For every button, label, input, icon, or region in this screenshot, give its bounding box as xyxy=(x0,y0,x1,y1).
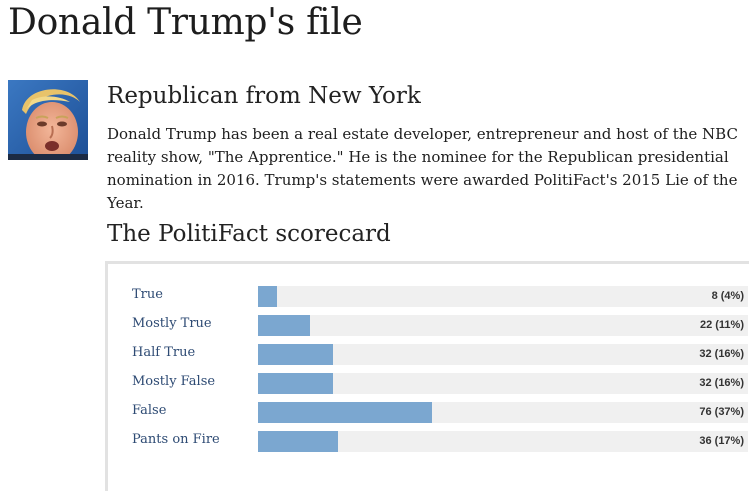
scorecard-title: The PolitiFact scorecard xyxy=(107,221,391,247)
rating-link-pants-on-fire[interactable]: Pants on Fire xyxy=(132,432,220,447)
bio-text: Donald Trump has been a real estate deve… xyxy=(107,125,738,212)
party-affiliation: Republican from New York xyxy=(107,83,421,109)
rating-link-mostly-true[interactable]: Mostly True xyxy=(132,316,212,331)
rating-bar-fill xyxy=(258,344,334,365)
rating-link-false[interactable]: False xyxy=(132,403,167,418)
rating-link-true[interactable]: True xyxy=(132,287,163,302)
rating-bar-track: 8 (4%) xyxy=(258,286,748,307)
rating-bar-track: 36 (17%) xyxy=(258,431,748,452)
rating-count: 32 (16%) xyxy=(699,348,744,360)
rating-link-half-true[interactable]: Half True xyxy=(132,345,196,360)
rating-count: 32 (16%) xyxy=(699,377,744,389)
rating-bar-fill xyxy=(258,286,277,307)
rating-count: 36 (17%) xyxy=(699,435,744,447)
rating-bar-fill xyxy=(258,402,433,423)
page-title: Donald Trump's file xyxy=(8,2,363,43)
rating-count: 8 (4%) xyxy=(711,290,744,302)
rating-bar-fill xyxy=(258,373,334,394)
portrait-image xyxy=(8,80,88,160)
scorecard-panel: True 8 (4%) Mostly True 22 (11%) Half Tr… xyxy=(105,261,749,491)
rating-count: 22 (11%) xyxy=(699,319,744,331)
rating-count: 76 (37%) xyxy=(699,406,744,418)
rating-bar-track: 22 (11%) xyxy=(258,315,748,336)
rating-bar-fill xyxy=(258,315,310,336)
avatar xyxy=(8,80,88,160)
rating-bar-track: 32 (16%) xyxy=(258,373,748,394)
rating-bar-track: 76 (37%) xyxy=(258,402,748,423)
rating-bar-track: 32 (16%) xyxy=(258,344,748,365)
rating-bar-fill xyxy=(258,431,338,452)
rating-link-mostly-false[interactable]: Mostly False xyxy=(132,374,216,389)
